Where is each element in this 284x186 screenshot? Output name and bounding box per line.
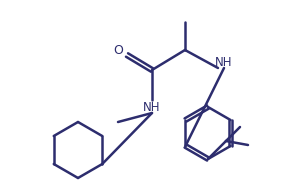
Text: NH: NH (215, 55, 233, 68)
Text: NH: NH (143, 100, 161, 113)
Text: O: O (113, 44, 123, 57)
